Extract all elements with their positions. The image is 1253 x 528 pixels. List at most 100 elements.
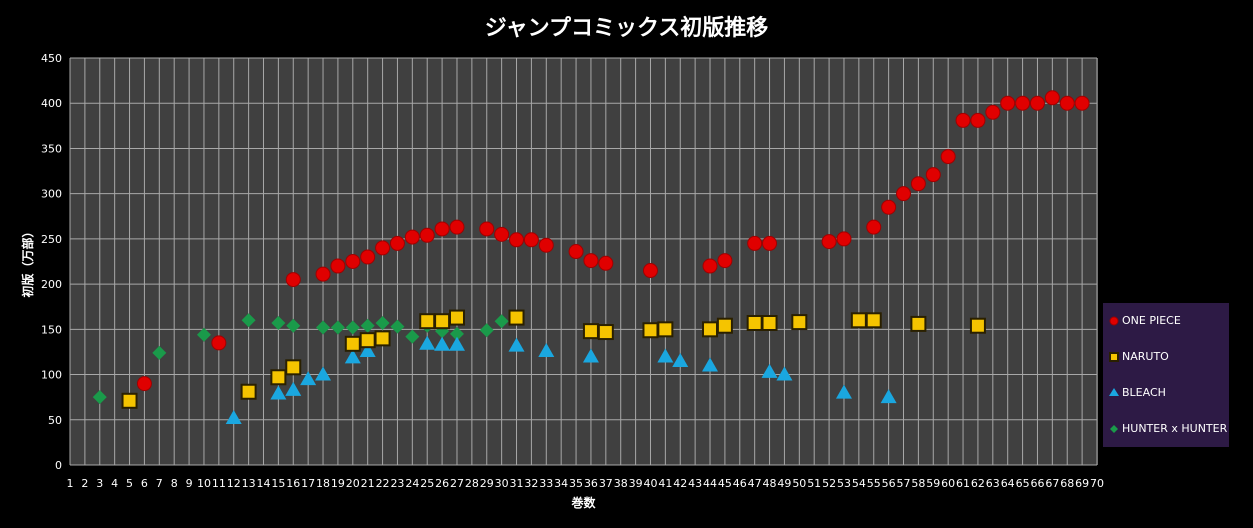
data-point-naruto	[359, 332, 376, 349]
x-tick-label: 62	[971, 477, 985, 490]
data-point-one-piece	[598, 255, 614, 271]
data-point-hunter-x-hunter	[330, 320, 345, 335]
data-point-naruto	[702, 321, 719, 338]
data-point-hunter-x-hunter	[494, 314, 509, 329]
data-point-one-piece	[881, 199, 897, 215]
legend-item: NARUTO	[1109, 350, 1169, 363]
data-point-naruto	[419, 313, 436, 330]
data-point-one-piece	[955, 112, 971, 128]
data-point-naruto	[582, 323, 599, 340]
x-tick-label: 43	[688, 477, 702, 490]
data-point-bleach	[419, 335, 436, 350]
x-tick-label: 67	[1045, 477, 1059, 490]
x-tick-label: 48	[763, 477, 777, 490]
data-point-bleach	[702, 357, 719, 372]
data-point-naruto	[910, 315, 927, 332]
x-tick-label: 39	[629, 477, 643, 490]
data-point-naruto	[969, 317, 986, 334]
x-tick-label: 17	[301, 477, 315, 490]
data-point-one-piece	[896, 186, 912, 202]
data-point-one-piece	[821, 234, 837, 250]
legend-label: NARUTO	[1122, 350, 1169, 363]
x-tick-label: 23	[390, 477, 404, 490]
x-tick-label: 21	[361, 477, 375, 490]
data-point-bleach	[776, 366, 793, 381]
x-tick-label: 11	[212, 477, 226, 490]
data-point-one-piece	[836, 231, 852, 247]
y-tick-label: 150	[41, 323, 62, 336]
data-point-one-piece	[360, 249, 376, 265]
data-point-one-piece	[211, 335, 227, 351]
data-point-hunter-x-hunter	[271, 316, 286, 331]
x-tick-label: 70	[1090, 477, 1104, 490]
x-tick-label: 27	[450, 477, 464, 490]
x-tick-label: 30	[495, 477, 509, 490]
data-point-one-piece	[479, 221, 495, 237]
data-point-bleach	[300, 371, 317, 386]
y-axis-title: 初版（万部）	[20, 225, 35, 297]
data-point-hunter-x-hunter	[345, 320, 360, 335]
x-tick-label: 24	[405, 477, 419, 490]
x-tick-label: 60	[941, 477, 955, 490]
data-point-one-piece	[494, 226, 510, 242]
data-point-hunter-x-hunter	[405, 329, 420, 344]
data-point-naruto	[508, 309, 525, 326]
x-tick-label: 68	[1060, 477, 1074, 490]
data-point-one-piece	[910, 176, 926, 192]
data-point-bleach	[582, 348, 599, 363]
x-tick-label: 29	[480, 477, 494, 490]
data-point-naruto	[434, 313, 451, 330]
data-point-naruto	[865, 312, 882, 329]
x-tick-label: 44	[703, 477, 717, 490]
data-point-one-piece	[509, 232, 525, 248]
y-tick-label: 300	[41, 188, 62, 201]
x-tick-label: 13	[242, 477, 256, 490]
x-tick-label: 22	[376, 477, 390, 490]
data-point-one-piece	[1015, 95, 1031, 111]
x-tick-label: 18	[316, 477, 330, 490]
x-tick-label: 26	[435, 477, 449, 490]
data-point-bleach	[285, 381, 302, 396]
data-point-naruto	[657, 321, 674, 338]
data-point-one-piece	[315, 266, 331, 282]
x-tick-label: 34	[554, 477, 568, 490]
data-point-naruto	[746, 315, 763, 332]
x-tick-label: 47	[748, 477, 762, 490]
data-point-one-piece	[538, 237, 554, 253]
data-point-bleach	[225, 409, 242, 424]
data-point-one-piece	[1000, 95, 1016, 111]
x-tick-label: 31	[510, 477, 524, 490]
data-point-naruto	[761, 315, 778, 332]
data-point-hunter-x-hunter	[360, 318, 375, 333]
data-point-hunter-x-hunter	[92, 390, 107, 405]
data-point-hunter-x-hunter	[449, 326, 464, 341]
x-tick-label: 64	[1001, 477, 1015, 490]
data-point-bleach	[672, 352, 689, 367]
data-point-one-piece	[747, 235, 763, 251]
data-point-one-piece	[136, 376, 152, 392]
data-point-one-piece	[419, 227, 435, 243]
x-tick-label: 8	[171, 477, 178, 490]
data-point-bleach	[508, 337, 525, 352]
legend-item: BLEACH	[1109, 386, 1166, 399]
legend-marker	[1110, 424, 1118, 433]
x-tick-label: 69	[1075, 477, 1089, 490]
data-point-hunter-x-hunter	[241, 313, 256, 328]
data-point-bleach	[315, 366, 332, 381]
x-tick-label: 7	[156, 477, 163, 490]
x-tick-label: 41	[658, 477, 672, 490]
data-point-one-piece	[568, 244, 584, 260]
y-tick-label: 400	[41, 97, 62, 110]
data-point-one-piece	[1059, 95, 1075, 111]
data-point-one-piece	[1044, 90, 1060, 106]
x-tick-label: 20	[346, 477, 360, 490]
data-point-one-piece	[330, 258, 346, 274]
data-point-one-piece	[345, 254, 361, 269]
data-point-one-piece	[434, 221, 450, 237]
data-point-one-piece	[940, 149, 956, 165]
data-point-naruto	[344, 335, 361, 352]
data-point-bleach	[761, 363, 778, 378]
y-tick-label: 100	[41, 369, 62, 382]
data-point-bleach	[270, 385, 287, 400]
